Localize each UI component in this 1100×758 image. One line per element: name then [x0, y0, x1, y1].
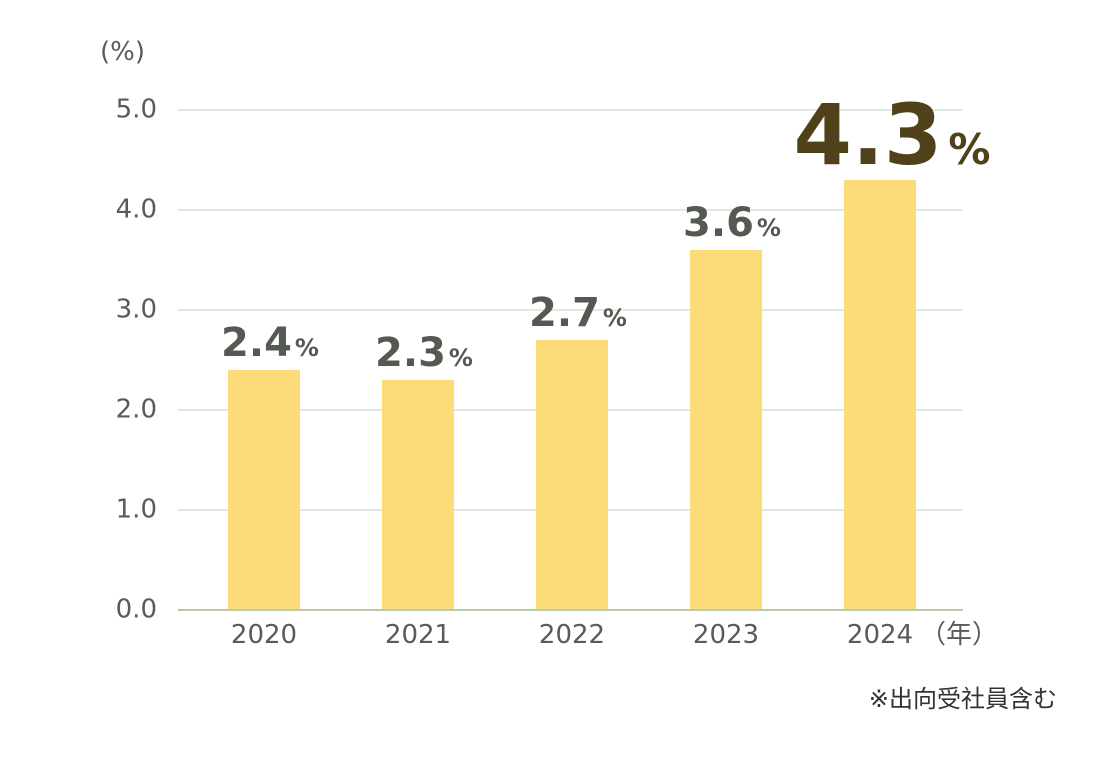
x-tick-label: 2022	[539, 620, 605, 650]
data-labels: 2.4% 2.3 % 2.7 % 3.6 % 4.3%	[221, 86, 990, 376]
x-tick-label: 2020	[231, 620, 297, 650]
y-tick-label: 4.0	[116, 195, 157, 225]
y-tick-label: 0.0	[116, 595, 157, 625]
bars	[228, 180, 916, 610]
y-axis-unit-label: (%)	[100, 37, 145, 67]
data-label-2023: 3.6%	[683, 200, 781, 246]
y-tick-label: 3.0	[116, 295, 157, 325]
bar-2024	[844, 180, 916, 610]
x-tick-label: 2023	[693, 620, 759, 650]
data-label-2020: 2.4%	[221, 320, 319, 366]
bar-2021	[382, 380, 454, 610]
x-axis-ticks: 2020 2021 2022 2023 2024	[231, 620, 913, 650]
bar-2020	[228, 370, 300, 610]
data-label-2021: 2.3%	[375, 330, 473, 376]
x-tick-label: 2021	[385, 620, 451, 650]
y-axis-ticks: 0.0 1.0 2.0 3.0 4.0 5.0	[116, 95, 157, 625]
data-label-2024: 4.3%	[794, 86, 991, 184]
bar-2023	[690, 250, 762, 610]
data-label-2022: 2.7%	[529, 290, 627, 336]
y-tick-label: 2.0	[116, 395, 157, 425]
x-tick-label: 2024	[847, 620, 913, 650]
y-tick-label: 5.0	[116, 95, 157, 125]
y-tick-label: 1.0	[116, 495, 157, 525]
x-axis-unit-label: （年）	[920, 620, 998, 650]
footnote: ※出向受社員含む	[869, 685, 1057, 713]
bar-2022	[536, 340, 608, 610]
gridlines	[178, 109, 963, 511]
